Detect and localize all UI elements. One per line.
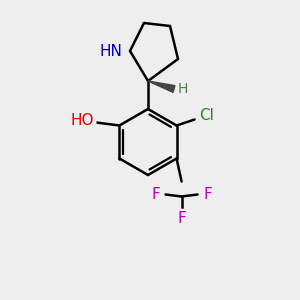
Text: Cl: Cl [199,108,214,123]
Text: F: F [151,187,160,202]
Text: F: F [177,211,186,226]
Text: F: F [203,187,212,202]
Text: H: H [178,82,188,96]
Text: HN: HN [99,44,122,59]
Polygon shape [148,81,175,92]
Text: HO: HO [71,113,94,128]
